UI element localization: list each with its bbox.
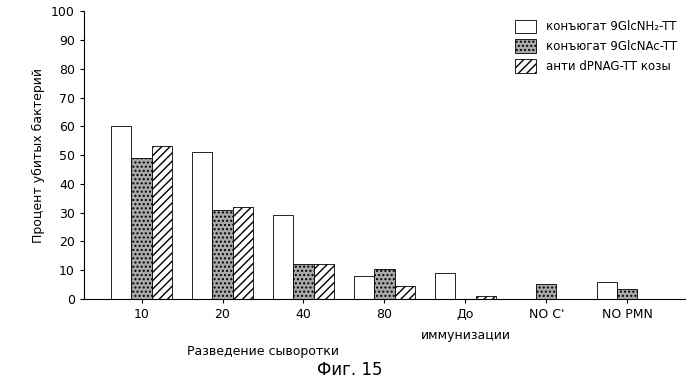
- Bar: [394, 286, 415, 299]
- Bar: [131, 158, 152, 299]
- Bar: [314, 264, 334, 299]
- Bar: [435, 273, 455, 299]
- Bar: [233, 207, 253, 299]
- Bar: [354, 276, 375, 299]
- Bar: [475, 296, 496, 299]
- Bar: [111, 126, 131, 299]
- Bar: [152, 146, 172, 299]
- Bar: [597, 282, 617, 299]
- Bar: [375, 268, 394, 299]
- Bar: [617, 289, 637, 299]
- Legend: конъюгат 9GlcNH₂-TT, конъюгат 9GlcNAc-TT, анти dPNAG-TT козы: конъюгат 9GlcNH₂-TT, конъюгат 9GlcNAc-TT…: [510, 15, 682, 77]
- Bar: [294, 264, 314, 299]
- Bar: [536, 284, 556, 299]
- Text: Фиг. 15: Фиг. 15: [317, 361, 382, 379]
- Bar: [192, 152, 212, 299]
- Text: Разведение сыворотки: Разведение сыворотки: [187, 345, 339, 358]
- Y-axis label: Процент убитых бактерий: Процент убитых бактерий: [32, 68, 45, 242]
- Text: иммунизации: иммунизации: [420, 329, 510, 342]
- Bar: [212, 210, 233, 299]
- Bar: [273, 215, 294, 299]
